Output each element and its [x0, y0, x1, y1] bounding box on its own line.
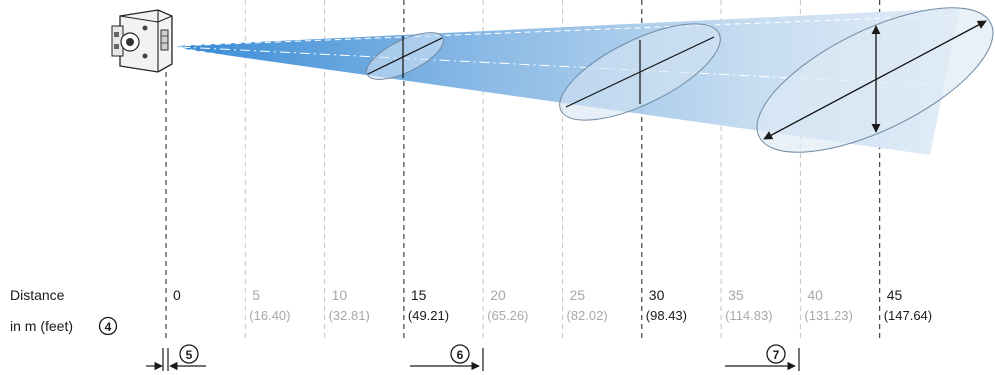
- tick-label-40: 40: [807, 287, 823, 303]
- marker-7: 7: [725, 344, 800, 371]
- tick-label-feet-45: (147.64): [884, 308, 932, 323]
- tick-label-feet-40: (131.23): [804, 308, 852, 323]
- tick-label-0: 0: [173, 287, 181, 303]
- svg-text:7: 7: [773, 348, 780, 362]
- svg-text:4: 4: [105, 320, 112, 334]
- tick-label-25: 25: [570, 287, 586, 303]
- tick-label-35: 35: [728, 287, 744, 303]
- beam-edge-top: [174, 13, 991, 47]
- tick-label-feet-15: (49.21): [408, 308, 449, 323]
- tick-label-feet-20: (65.26): [487, 308, 528, 323]
- tick-label-15: 15: [411, 287, 427, 303]
- sensor-device: [111, 9, 173, 73]
- marker-6: 6: [410, 344, 484, 371]
- tick-label-feet-35: (114.83): [725, 308, 772, 323]
- beam-edge-bottom: [179, 47, 801, 151]
- tick-label-45: 45: [887, 287, 903, 303]
- beam-spot-15m: [366, 32, 444, 80]
- svg-text:6: 6: [457, 348, 464, 362]
- tick-label-feet-5: (16.40): [249, 308, 290, 323]
- tick-label-20: 20: [490, 287, 506, 303]
- tick-label-5: 5: [252, 287, 260, 303]
- tick-label-feet-25: (82.02): [567, 308, 608, 323]
- svg-text:5: 5: [186, 348, 193, 362]
- marker-5: 5: [146, 344, 206, 371]
- tick-label-10: 10: [332, 287, 348, 303]
- tick-label-feet-10: (32.81): [329, 308, 370, 323]
- tick-label-30: 30: [649, 287, 665, 303]
- distance-tick-labels: 0 5 (16.40) 10 (32.81) 15 (49.21) 20 (65.26) 25 (8…: [173, 287, 932, 323]
- beam-spot-30m: [559, 23, 721, 121]
- axis-label-distance: Distance: [10, 287, 65, 303]
- beam-spot-45m: [756, 7, 994, 153]
- marker-4: 4: [98, 316, 118, 336]
- tick-label-feet-30: (98.43): [646, 308, 687, 323]
- axis-label-unit: in m (feet): [10, 318, 73, 334]
